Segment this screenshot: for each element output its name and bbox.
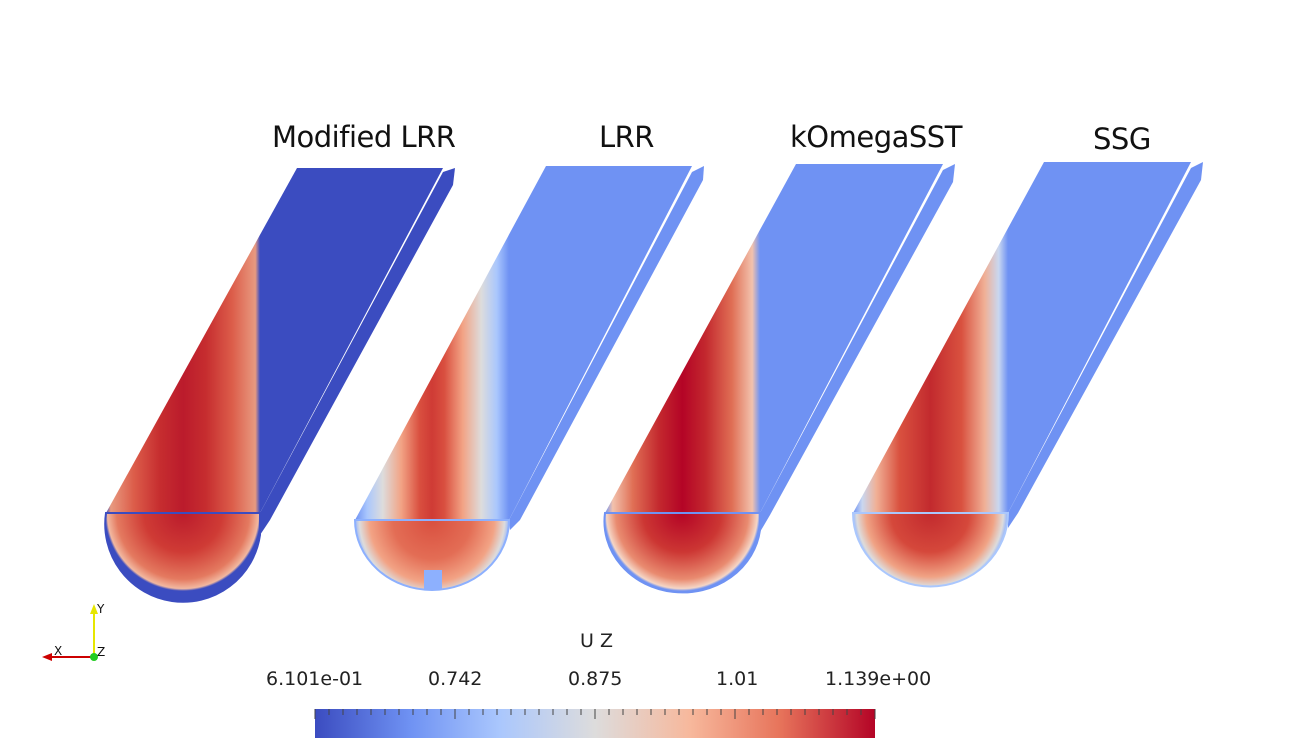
y-axis-arrow bbox=[90, 604, 98, 614]
colorbar-ticks bbox=[314, 709, 876, 719]
pipe-cross-section bbox=[851, 512, 1010, 588]
y-axis-label: Y bbox=[97, 602, 105, 616]
pipe-modified-lrr bbox=[104, 168, 455, 603]
colorbar-tick-label: 0.742 bbox=[428, 668, 483, 690]
colorbar bbox=[314, 709, 876, 738]
colorbar-tick-label: 6.101e-01 bbox=[266, 668, 364, 690]
pipe-side-wall bbox=[1008, 162, 1203, 528]
x-axis-arrow bbox=[42, 653, 52, 661]
colorbar-tick-label: 0.875 bbox=[568, 668, 623, 690]
colorbar-tick-label: 1.01 bbox=[716, 668, 759, 690]
case-title-ssg: SSG bbox=[1093, 122, 1151, 156]
case-title-modified-lrr: Modified LRR bbox=[272, 120, 456, 154]
pipe-cross-section bbox=[104, 512, 261, 603]
x-axis-label: X bbox=[54, 644, 63, 658]
pipe-komegasst bbox=[603, 164, 955, 594]
pipe-cross-section-notch bbox=[424, 570, 442, 589]
pipe-lrr bbox=[353, 166, 704, 591]
pipe-surface bbox=[355, 166, 692, 520]
pipe-surface bbox=[605, 164, 943, 513]
pipe-side-wall bbox=[760, 164, 955, 532]
pipe-cross-section bbox=[603, 512, 761, 594]
pipe-surface bbox=[106, 168, 443, 513]
pipe-cross-section bbox=[353, 519, 511, 591]
pipe-side-wall bbox=[260, 168, 455, 535]
pipe-side-wall bbox=[509, 166, 704, 530]
case-title-lrr: LRR bbox=[599, 120, 654, 154]
orientation-axes bbox=[42, 604, 98, 661]
colorbar-title: U Z bbox=[580, 630, 613, 652]
case-title-komegasst: kOmegaSST bbox=[790, 120, 962, 154]
colorbar-tick-label: 1.139e+00 bbox=[825, 668, 932, 690]
pipe-surface bbox=[853, 162, 1191, 513]
pipe-ssg bbox=[851, 162, 1203, 588]
z-axis-label: Z bbox=[97, 645, 106, 659]
z-axis-dot bbox=[90, 653, 98, 661]
